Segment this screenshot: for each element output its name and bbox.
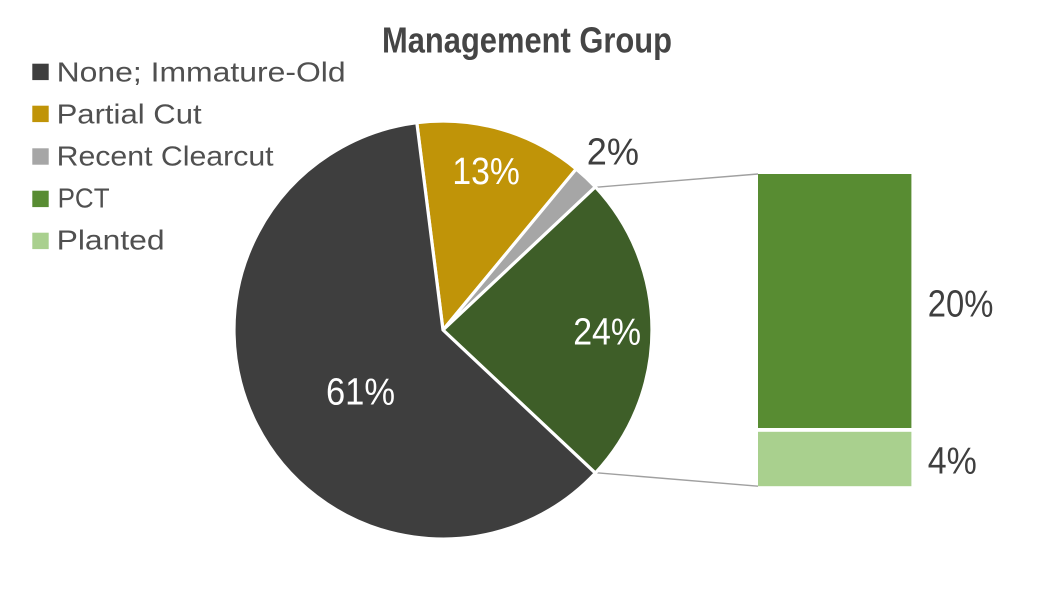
svg-text:20%: 20% [928,282,994,325]
svg-text:24%: 24% [573,310,641,353]
svg-text:Partial Cut: Partial Cut [57,98,202,129]
svg-text:None; Immature-Old: None; Immature-Old [57,56,346,87]
svg-text:Planted: Planted [57,225,165,256]
svg-text:2%: 2% [587,130,639,173]
svg-text:4%: 4% [928,438,977,481]
svg-text:Recent Clearcut: Recent Clearcut [57,141,274,172]
svg-text:PCT: PCT [58,183,110,214]
svg-text:Management Group: Management Group [382,22,672,62]
svg-text:13%: 13% [452,150,519,192]
svg-text:61%: 61% [326,370,395,413]
